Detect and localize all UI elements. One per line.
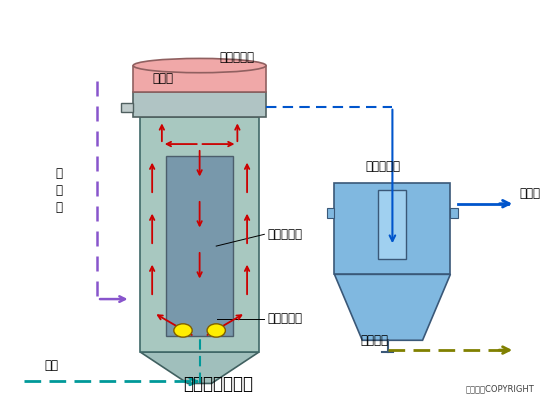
Text: 气流动力流化床: 气流动力流化床 [184, 375, 254, 393]
Polygon shape [140, 352, 259, 383]
Text: 输送混合管: 输送混合管 [267, 312, 302, 325]
Circle shape [174, 324, 192, 337]
FancyBboxPatch shape [379, 189, 406, 259]
Text: 硫化床: 硫化床 [152, 72, 173, 85]
FancyBboxPatch shape [327, 209, 334, 218]
Polygon shape [334, 274, 450, 340]
FancyBboxPatch shape [140, 117, 259, 352]
Ellipse shape [133, 59, 266, 73]
Text: 东方仿真COPYRIGHT: 东方仿真COPYRIGHT [465, 384, 534, 393]
Text: 二次沉淀齿: 二次沉淀齿 [366, 160, 401, 174]
FancyBboxPatch shape [133, 66, 266, 92]
FancyBboxPatch shape [450, 209, 458, 218]
FancyBboxPatch shape [121, 103, 133, 112]
Text: 污泥排放: 污泥排放 [360, 334, 388, 347]
Text: 原
污
水: 原 污 水 [56, 167, 63, 214]
Text: 处理水: 处理水 [520, 187, 540, 200]
Circle shape [207, 324, 225, 337]
Text: 载体下降区: 载体下降区 [267, 228, 302, 241]
Text: 空气: 空气 [44, 359, 58, 372]
FancyBboxPatch shape [133, 92, 266, 117]
FancyBboxPatch shape [167, 156, 233, 336]
FancyBboxPatch shape [334, 183, 450, 274]
Text: 载体分离区: 载体分离区 [219, 51, 254, 64]
